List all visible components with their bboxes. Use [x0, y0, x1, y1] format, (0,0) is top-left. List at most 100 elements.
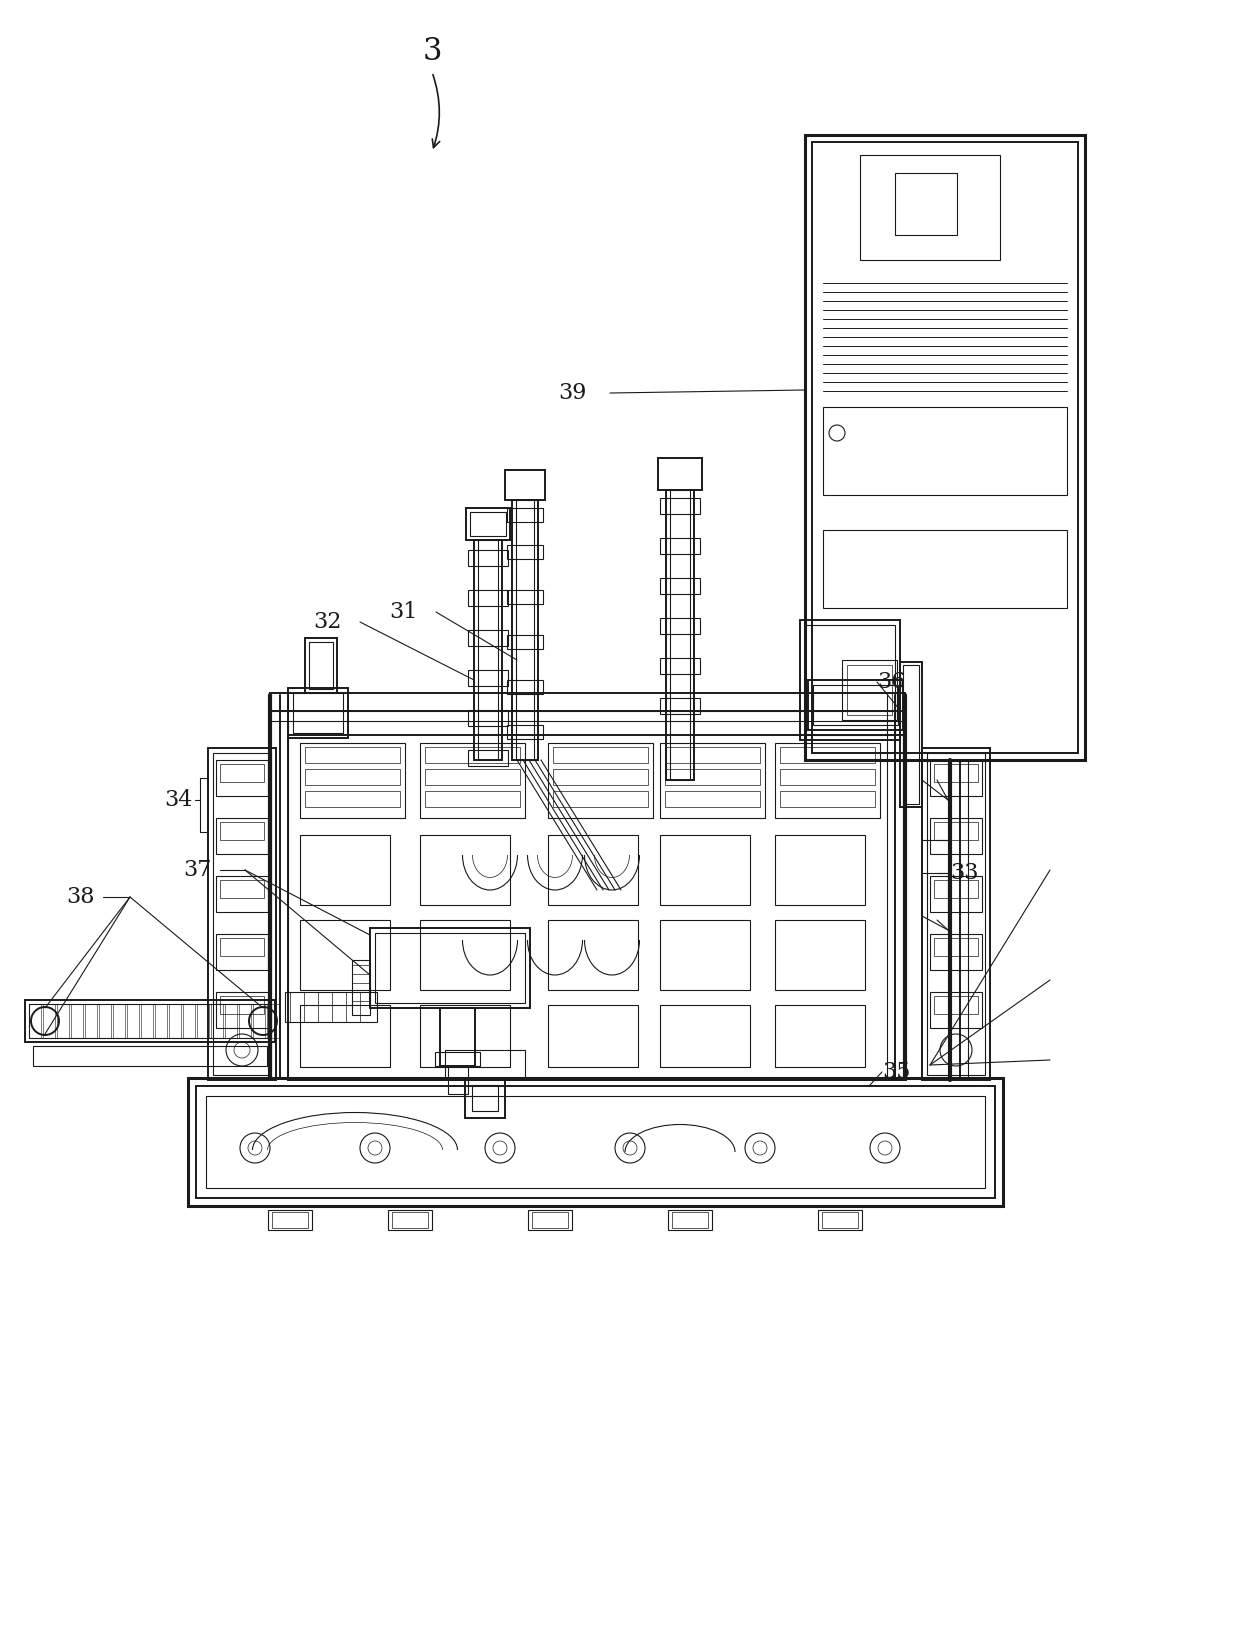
Bar [388, 1210, 432, 1230]
Bar [420, 744, 525, 817]
Bar [466, 508, 510, 541]
Bar [268, 1210, 312, 1230]
Bar [861, 156, 999, 260]
Bar [507, 636, 543, 649]
Bar [99, 1004, 112, 1038]
Bar [155, 1004, 167, 1038]
Bar [895, 174, 957, 234]
Bar [219, 822, 264, 840]
Bar [43, 1004, 55, 1038]
Bar [903, 665, 919, 804]
Text: 39: 39 [558, 382, 587, 405]
Bar [305, 747, 401, 763]
Bar [668, 1210, 712, 1230]
Bar [780, 747, 875, 763]
Bar [507, 680, 543, 695]
Bar [934, 939, 978, 957]
Bar [516, 500, 534, 760]
Bar [672, 1212, 708, 1228]
Bar [780, 768, 875, 785]
Bar [805, 626, 895, 735]
Bar [930, 934, 982, 970]
Bar [780, 791, 875, 808]
Bar [288, 735, 906, 1079]
Bar [184, 1004, 195, 1038]
Bar [370, 929, 529, 1007]
Bar [934, 996, 978, 1014]
Bar [300, 921, 391, 989]
Bar [219, 939, 264, 957]
Bar [216, 934, 268, 970]
Bar [208, 749, 277, 1079]
Bar [900, 662, 923, 808]
Bar [29, 1004, 272, 1038]
Bar [467, 670, 508, 686]
Bar [665, 747, 760, 763]
Bar [660, 698, 701, 714]
Bar [305, 637, 337, 693]
Bar [448, 1066, 467, 1094]
Bar [847, 665, 892, 716]
Bar [660, 578, 701, 595]
Bar [775, 744, 880, 817]
Bar [548, 1006, 639, 1066]
Bar [670, 490, 689, 780]
Bar [823, 406, 1066, 495]
Bar [934, 880, 978, 898]
Bar [445, 1050, 525, 1078]
Bar [660, 835, 750, 906]
Bar [33, 1047, 267, 1066]
Bar [928, 753, 985, 1075]
Bar [467, 590, 508, 606]
Bar [270, 693, 905, 711]
Bar [239, 1004, 250, 1038]
Bar [141, 1004, 153, 1038]
Bar [196, 1086, 994, 1197]
Bar [822, 1212, 858, 1228]
Bar [477, 541, 498, 760]
Bar [216, 760, 268, 796]
Bar [216, 817, 268, 853]
Bar [512, 500, 538, 760]
Bar [57, 1004, 69, 1038]
Bar [29, 1004, 41, 1038]
Bar [775, 921, 866, 989]
Bar [930, 760, 982, 796]
Bar [420, 921, 510, 989]
Bar [197, 1004, 210, 1038]
Bar [309, 642, 334, 690]
Bar [213, 753, 272, 1075]
Bar [392, 1212, 428, 1228]
Bar [219, 763, 264, 781]
Bar [425, 768, 520, 785]
Bar [665, 791, 760, 808]
Text: 36: 36 [877, 672, 905, 693]
Bar [934, 763, 978, 781]
Bar [660, 921, 750, 989]
Bar [420, 1006, 510, 1066]
Bar [813, 685, 898, 726]
Bar [666, 490, 694, 780]
Bar [474, 541, 502, 760]
Bar [300, 1006, 391, 1066]
Bar [216, 993, 268, 1029]
Bar [420, 835, 510, 906]
Bar [532, 1212, 568, 1228]
Bar [660, 537, 701, 554]
Bar [425, 747, 520, 763]
Bar [305, 768, 401, 785]
Bar [930, 876, 982, 912]
Bar [467, 709, 508, 726]
Bar [270, 711, 905, 721]
Bar [930, 993, 982, 1029]
Bar [285, 993, 377, 1022]
Bar [188, 1078, 1003, 1206]
Bar [219, 880, 264, 898]
Bar [300, 835, 391, 906]
Bar [775, 835, 866, 906]
Text: 37: 37 [184, 858, 212, 881]
Text: 33: 33 [950, 862, 978, 885]
Bar [435, 1052, 480, 1066]
Text: 3: 3 [423, 36, 441, 67]
Bar [86, 1004, 97, 1038]
